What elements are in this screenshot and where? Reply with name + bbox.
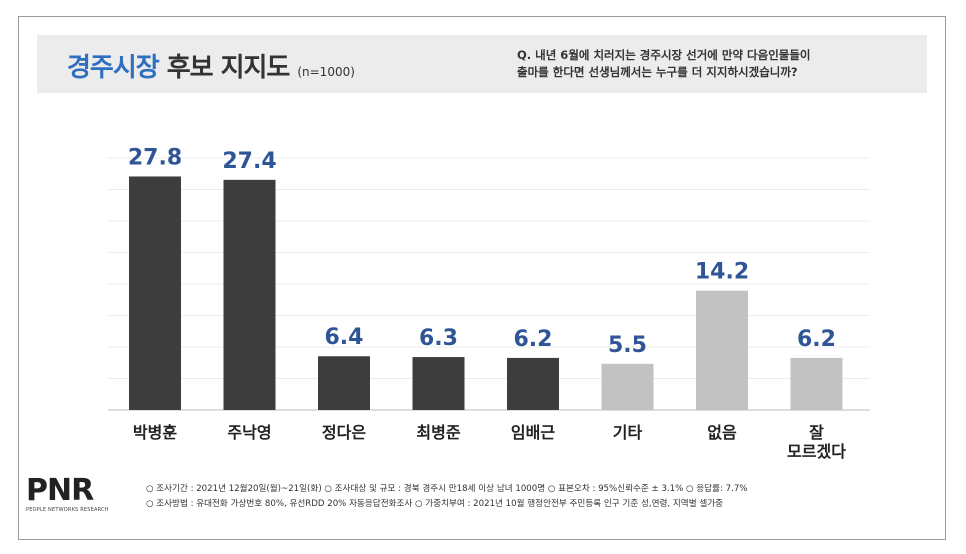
value-label-4: 6.3 (419, 326, 458, 351)
category-label-4: 최병준 (416, 423, 460, 442)
bar-2 (223, 179, 276, 410)
logo-text: PNR (26, 473, 94, 508)
category-label-1: 박병훈 (133, 423, 177, 442)
note-line-2: ○ 조사방법 : 유대전화 가상번호 80%, 유선RDD 20% 자동응답전화… (146, 499, 724, 509)
value-label-1: 27.8 (128, 145, 182, 170)
pnr-logo: PNR PEOPLE NETWORKS RESEARCH (26, 476, 146, 520)
sample-size: (n=1000) (297, 65, 355, 79)
bar-6 (601, 363, 654, 410)
category-label-7: 없음 (707, 423, 737, 442)
chart-title: 경주시장 후보 지지도 (n=1000) (67, 47, 355, 84)
bar-1 (129, 176, 181, 410)
logo-subtitle: PEOPLE NETWORKS RESEARCH (26, 507, 109, 513)
survey-notes: ○ 조사기간 : 2021년 12월20일(월)~21일(화) ○ 조사대상 및… (146, 482, 926, 512)
title-main: 후보 지지도 (166, 53, 291, 83)
question-line-2: 출마를 한다면 선생님께서는 누구를 더 지지하시겠습니까? (517, 65, 798, 79)
value-label-3: 6.4 (325, 325, 364, 350)
category-label-5: 임배근 (511, 423, 555, 442)
bar-7 (696, 290, 748, 410)
question-line-1: Q. 내년 6월에 치러지는 경주시장 선거에 만약 다음인물들이 (517, 48, 811, 62)
bar-4 (412, 357, 465, 410)
note-line-1: ○ 조사기간 : 2021년 12월20일(월)~21일(화) ○ 조사대상 및… (146, 484, 748, 494)
category-label-8: 잘 (809, 423, 824, 442)
title-accent: 경주시장 (67, 53, 160, 83)
bar-5 (507, 357, 559, 410)
header-banner: 경주시장 후보 지지도 (n=1000) Q. 내년 6월에 치러지는 경주시장 선… (37, 35, 927, 93)
value-label-2: 27.4 (222, 149, 276, 174)
bar-8 (790, 357, 843, 410)
category-label-6: 기타 (613, 423, 643, 442)
value-label-6: 5.5 (608, 333, 647, 358)
category-label-2: 주낙영 (227, 423, 271, 442)
category-label-3: 정다은 (322, 423, 366, 442)
value-label-7: 14.2 (695, 260, 749, 285)
bar-3 (318, 356, 370, 410)
survey-question: Q. 내년 6월에 치러지는 경주시장 선거에 만약 다음인물들이 출마를 한다… (517, 47, 897, 81)
category-label-8: 모르겠다 (787, 442, 846, 461)
value-label-5: 6.2 (514, 327, 553, 352)
value-label-8: 6.2 (797, 327, 836, 352)
